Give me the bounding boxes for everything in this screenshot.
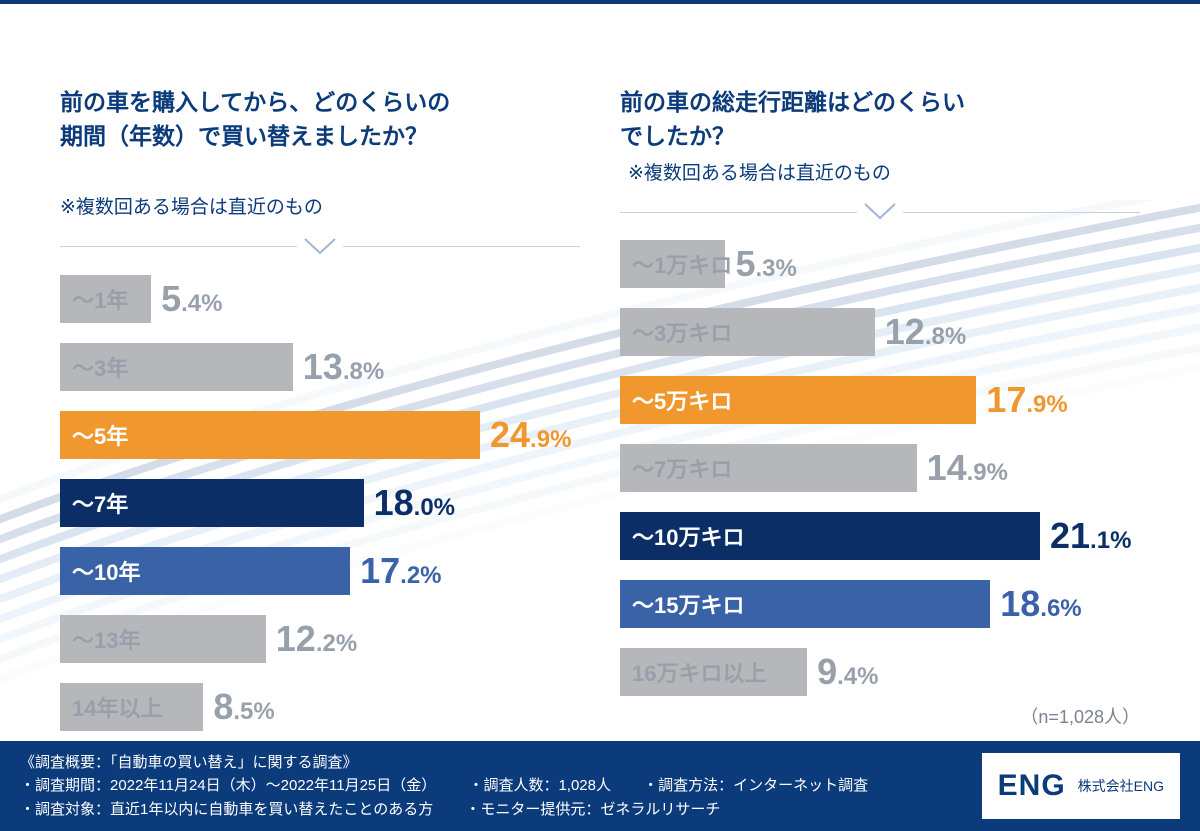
charts-container: 前の車を購入してから、どのくらいの 期間（年数）で買い替えましたか？ ※複数回あ… bbox=[0, 0, 1200, 751]
bar-row: 〜7万キロ14.9% bbox=[620, 444, 1140, 492]
footer-line2: ・調査期間：2022年11月24日（木）〜2022年11月25日（金） ・調査人… bbox=[20, 774, 868, 797]
bar-row: 〜13年12.2% bbox=[60, 615, 580, 663]
bar-fill: 〜10年 bbox=[60, 547, 350, 595]
logo-text-small: 株式会社ENG bbox=[1078, 776, 1164, 796]
bar-value: 13.8% bbox=[303, 346, 384, 388]
bar-value: 14.9% bbox=[927, 447, 1008, 489]
bar-value: 5.4% bbox=[161, 278, 222, 320]
divider-line bbox=[620, 212, 857, 213]
bar-value: 17.2% bbox=[360, 550, 441, 592]
bar-fill: 〜1年 bbox=[60, 275, 151, 323]
bar-fill: 〜1万キロ bbox=[620, 240, 725, 288]
bar-fill: 〜3年 bbox=[60, 343, 293, 391]
chevron-down-icon bbox=[863, 202, 897, 222]
chart-left-note: ※複数回ある場合は直近のもの bbox=[60, 197, 323, 218]
bar-fill: 〜15万キロ bbox=[620, 580, 990, 628]
bar-row: 〜5年24.9% bbox=[60, 411, 580, 459]
bar-value: 17.9% bbox=[986, 379, 1067, 421]
chevron-down-icon bbox=[303, 237, 337, 257]
bar-row: 〜1年5.4% bbox=[60, 275, 580, 323]
bar-fill: 〜5万キロ bbox=[620, 376, 976, 424]
bar-value: 18.0% bbox=[374, 482, 455, 524]
chart-right-title-text: 前の車の総走行距離はどのくらい でしたか？ bbox=[620, 89, 965, 150]
footer-line3b: ・モニター提供元：ゼネラルリサーチ bbox=[465, 798, 720, 821]
bar-fill: 〜7年 bbox=[60, 479, 364, 527]
bar-value: 9.4% bbox=[817, 651, 878, 693]
footer-logo: ENG 株式会社ENG bbox=[982, 753, 1180, 819]
bar-fill: 〜7万キロ bbox=[620, 444, 917, 492]
divider-line bbox=[60, 246, 297, 247]
bar-fill: 〜10万キロ bbox=[620, 512, 1040, 560]
bar-value: 12.8% bbox=[885, 311, 966, 353]
chart-left-title-text: 前の車を購入してから、どのくらいの 期間（年数）で買い替えましたか？ bbox=[60, 89, 450, 150]
bar-value: 8.5% bbox=[213, 686, 274, 728]
bar-row: 〜3万キロ12.8% bbox=[620, 308, 1140, 356]
chevron-divider bbox=[620, 202, 1140, 222]
divider-line bbox=[343, 246, 580, 247]
footer-line2c: ・調査方法：インターネット調査 bbox=[643, 774, 868, 797]
bar-row: 〜1万キロ5.3% bbox=[620, 240, 1140, 288]
divider-line bbox=[903, 212, 1140, 213]
bar-row: 〜15万キロ18.6% bbox=[620, 580, 1140, 628]
bar-row: 〜10年17.2% bbox=[60, 547, 580, 595]
chart-right-note: ※複数回ある場合は直近のもの bbox=[628, 163, 891, 184]
bar-row: 16万キロ以上9.4% bbox=[620, 648, 1140, 696]
bar-row: 〜7年18.0% bbox=[60, 479, 580, 527]
bar-value: 24.9% bbox=[490, 414, 571, 456]
bar-value: 5.3% bbox=[735, 243, 796, 285]
chart-right-title: 前の車の総走行距離はどのくらい でしたか？ ※複数回ある場合は直近のもの bbox=[620, 50, 1140, 188]
footer-line3a: ・調査対象：直近1年以内に自動車を買い替えたことのある方 bbox=[20, 801, 433, 818]
bar-value: 21.1% bbox=[1050, 515, 1131, 557]
bar-fill: 16万キロ以上 bbox=[620, 648, 807, 696]
logo-text-big: ENG bbox=[998, 769, 1066, 803]
footer: 《調査概要：「自動車の買い替え」に関する調査》 ・調査期間：2022年11月24… bbox=[0, 741, 1200, 831]
sample-size-note: （n=1,028人） bbox=[1020, 703, 1140, 729]
footer-line1: 《調査概要：「自動車の買い替え」に関する調査》 bbox=[20, 751, 868, 774]
bar-fill: 〜3万キロ bbox=[620, 308, 875, 356]
bar-fill: 〜13年 bbox=[60, 615, 266, 663]
chart-left-title: 前の車を購入してから、どのくらいの 期間（年数）で買い替えましたか？ ※複数回あ… bbox=[60, 50, 580, 223]
bar-row: 〜10万キロ21.1% bbox=[620, 512, 1140, 560]
chart-left: 前の車を購入してから、どのくらいの 期間（年数）で買い替えましたか？ ※複数回あ… bbox=[60, 50, 580, 751]
chart-right-bars: 〜1万キロ5.3%〜3万キロ12.8%〜5万キロ17.9%〜7万キロ14.9%〜… bbox=[620, 240, 1140, 696]
chart-right: 前の車の総走行距離はどのくらい でしたか？ ※複数回ある場合は直近のもの 〜1万… bbox=[620, 50, 1140, 751]
chevron-divider bbox=[60, 237, 580, 257]
bar-row: 14年以上8.5% bbox=[60, 683, 580, 731]
footer-line2a: ・調査期間：2022年11月24日（木）〜2022年11月25日（金） bbox=[20, 777, 436, 794]
footer-line3: ・調査対象：直近1年以内に自動車を買い替えたことのある方 ・モニター提供元：ゼネ… bbox=[20, 798, 868, 821]
bar-value: 12.2% bbox=[276, 618, 357, 660]
bar-value: 18.6% bbox=[1000, 583, 1081, 625]
chart-left-bars: 〜1年5.4% 〜3年13.8% 〜5年24.9% 〜7年18.0% 〜10年17.2%… bbox=[60, 275, 580, 731]
bar-row: 〜3年13.8% bbox=[60, 343, 580, 391]
footer-line2b: ・調査人数：1,028人 bbox=[468, 774, 611, 797]
bar-fill: 14年以上 bbox=[60, 683, 203, 731]
footer-text: 《調査概要：「自動車の買い替え」に関する調査》 ・調査期間：2022年11月24… bbox=[20, 751, 868, 821]
bar-fill: 〜5年 bbox=[60, 411, 480, 459]
bar-row: 〜5万キロ17.9% bbox=[620, 376, 1140, 424]
